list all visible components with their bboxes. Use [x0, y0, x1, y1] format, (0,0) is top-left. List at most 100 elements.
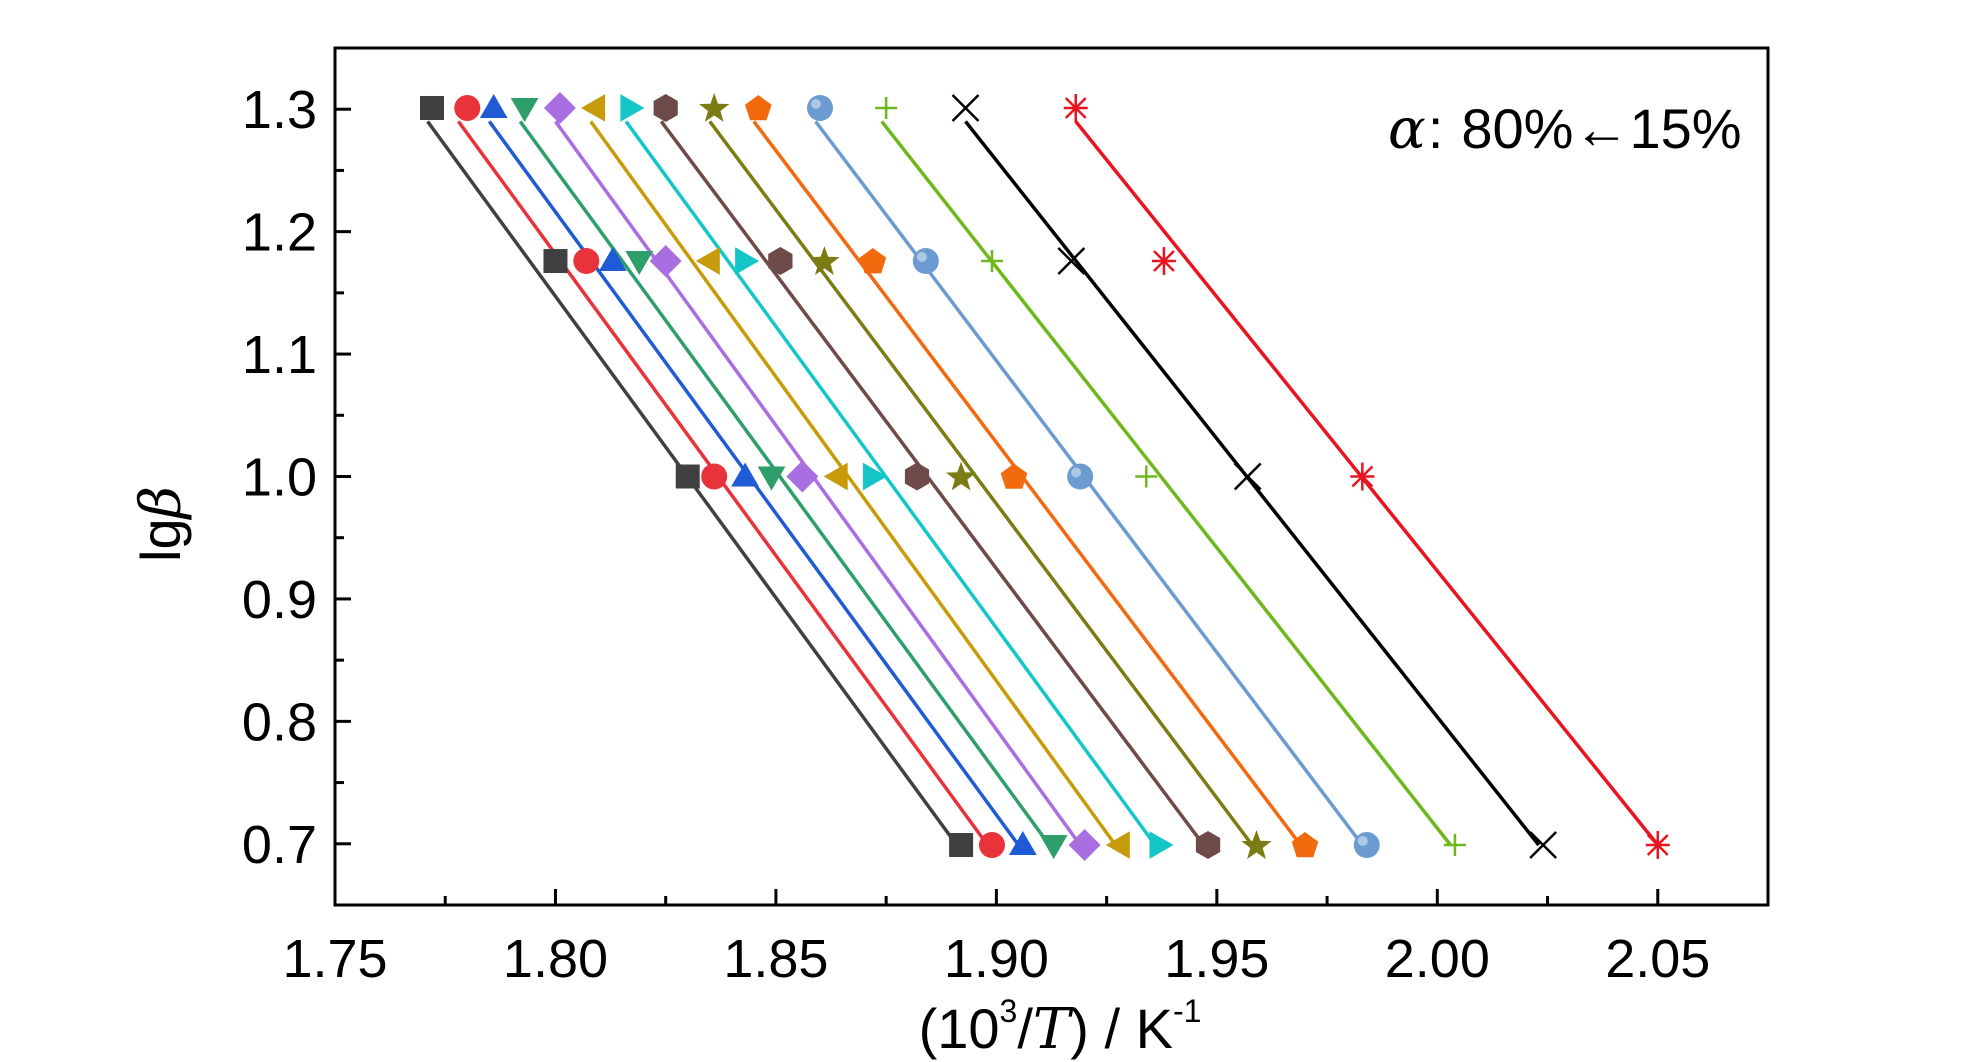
- data-point-hexagon: [1195, 831, 1221, 859]
- data-point-triangle-right: [735, 247, 760, 275]
- data-point-square: [675, 464, 700, 489]
- annotation-text: 80%←15%: [1461, 97, 1741, 160]
- ylabel-variable: β: [129, 486, 194, 520]
- annotation-colon: :: [1428, 97, 1444, 160]
- ast-d2: [1153, 250, 1175, 272]
- fit-line-series-5: [554, 120, 1082, 847]
- x-stroke-2: [1057, 247, 1086, 275]
- data-point-triangle-down: [757, 466, 786, 491]
- data-point-plus: [875, 96, 898, 119]
- data-point-plus: [980, 250, 1003, 273]
- y-tick-label: 0.8: [242, 692, 317, 752]
- y-tick-label: 0.7: [242, 815, 317, 875]
- data-point-square: [949, 833, 974, 858]
- data-point-pentagon: [745, 95, 772, 121]
- data-point-triangle-up: [479, 94, 508, 118]
- x-tick-label: 2.05: [1605, 929, 1710, 989]
- y-tick-label: 1.2: [242, 203, 317, 263]
- data-point-diamond: [649, 245, 682, 277]
- ast-d2: [1646, 834, 1669, 856]
- series-13-markers: [951, 94, 1558, 859]
- x-stroke-2: [1233, 462, 1262, 491]
- xlabel-prefix: (10: [919, 997, 1000, 1060]
- fit-lines: [426, 120, 1660, 847]
- data-point-circle: [978, 832, 1005, 859]
- x-tick-label: 1.90: [944, 929, 1049, 989]
- ylabel-prefix: lg: [129, 518, 192, 562]
- data-point-triangle-left: [695, 247, 720, 275]
- xlabel-variable: T: [1033, 997, 1074, 1062]
- axis-ticks: 1.75 1.80 1.85 1.90 1.95 2.00 2.05 0.7 0.8 0.9 1.0…: [242, 80, 1770, 989]
- series-1-markers: [420, 95, 974, 858]
- sphere-highlight: [916, 252, 927, 263]
- x-stroke-2: [951, 94, 980, 122]
- xlabel-unit-exponent: -1: [1173, 993, 1201, 1029]
- fit-line-series-9: [708, 120, 1254, 847]
- x-axis-title: (103/T) / K-1: [919, 993, 1202, 1062]
- data-point-square: [543, 249, 568, 274]
- data-point-triangle-up: [731, 462, 759, 487]
- alpha-annotation: α: 80%←15%: [1388, 97, 1742, 162]
- series-6-markers: [581, 94, 1130, 859]
- sphere-highlight: [811, 98, 822, 109]
- data-point-asterisk: [1063, 93, 1088, 122]
- data-point-asterisk: [1350, 462, 1375, 491]
- fit-line-series-7: [624, 120, 1157, 847]
- data-point-sphere: [807, 94, 834, 121]
- data-point-triangle-down: [510, 98, 539, 122]
- data-point-pentagon: [1000, 463, 1028, 489]
- x-tick-label: 1.95: [1164, 929, 1269, 989]
- fit-line-series-14: [1074, 120, 1660, 847]
- data-point-x: [1233, 462, 1262, 491]
- series-10-markers: [745, 95, 1319, 858]
- data-point-circle: [454, 94, 481, 121]
- ast-d2: [1351, 465, 1374, 488]
- data-point-pentagon: [859, 248, 887, 274]
- xlabel-slash: /: [1017, 997, 1033, 1060]
- series-9-markers: [699, 93, 1272, 859]
- ast-d2: [1064, 97, 1087, 119]
- series-2-markers: [454, 94, 1005, 859]
- fit-line-series-12: [880, 120, 1452, 847]
- series-8-markers: [653, 94, 1221, 859]
- fit-line-series-13: [964, 120, 1541, 847]
- series-3-markers: [479, 94, 1037, 855]
- data-point-circle: [573, 248, 600, 275]
- series-7-markers: [620, 94, 1174, 859]
- data-point-diamond: [786, 460, 819, 493]
- data-point-triangle-right: [862, 462, 887, 491]
- xlabel-exponent: 3: [1000, 993, 1018, 1029]
- data-point-hexagon: [904, 462, 930, 491]
- data-point-triangle-left: [1105, 831, 1130, 859]
- data-point-circle: [701, 463, 728, 490]
- fit-line-series-4: [518, 120, 1051, 847]
- data-point-asterisk: [1645, 831, 1670, 860]
- data-point-triangle-left: [823, 462, 848, 491]
- series-14-markers: [1063, 93, 1670, 860]
- x-tick-label: 2.00: [1385, 929, 1490, 989]
- data-point-triangle-right: [620, 94, 645, 122]
- y-tick-label: 1.0: [242, 448, 317, 508]
- data-point-star: [1241, 830, 1272, 859]
- data-point-x: [1529, 831, 1558, 859]
- series-4-markers: [510, 98, 1068, 859]
- data-point-hexagon: [768, 247, 793, 275]
- y-axis-title: lgβ: [129, 486, 194, 562]
- data-point-sphere: [1067, 463, 1094, 490]
- data-point-x: [951, 94, 980, 122]
- xlabel-unit: ) / K: [1070, 997, 1173, 1060]
- series-5-markers: [543, 92, 1101, 861]
- data-point-triangle-right: [1149, 831, 1174, 859]
- data-point-triangle-down: [1039, 835, 1068, 859]
- data-point-star: [809, 246, 840, 275]
- data-point-x: [1057, 247, 1086, 275]
- data-point-plus: [1443, 834, 1466, 857]
- y-tick-label: 0.9: [242, 570, 317, 630]
- fit-line-series-6: [589, 120, 1117, 847]
- data-point-star: [699, 93, 730, 122]
- plot-frame: [333, 46, 1770, 907]
- data-point-triangle-down: [625, 251, 654, 275]
- data-point-diamond: [543, 92, 576, 124]
- data-point-star: [945, 461, 977, 491]
